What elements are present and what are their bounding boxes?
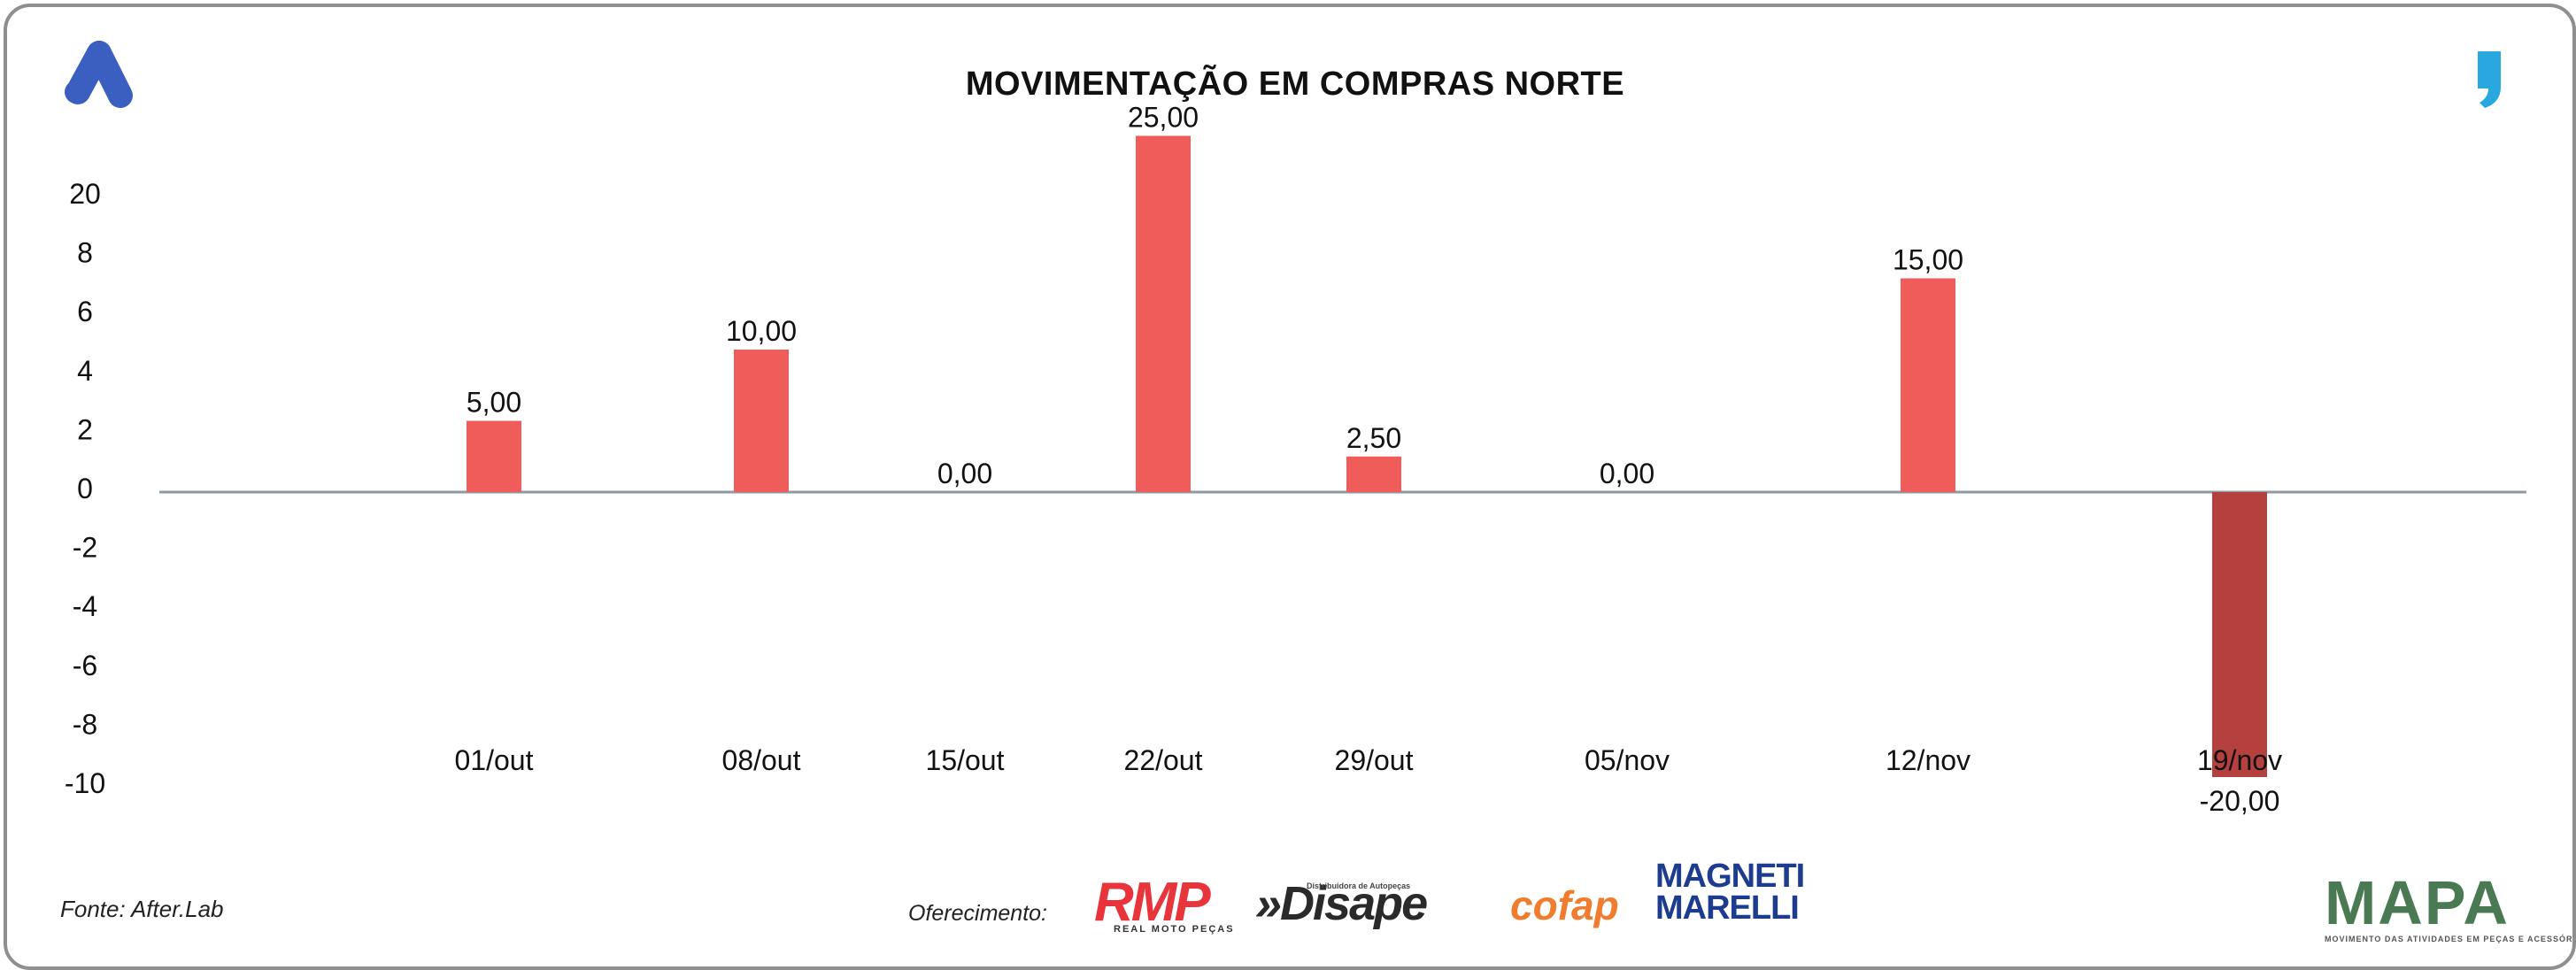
x-tick-label: 15/out	[926, 744, 1005, 776]
bar-22-out	[1136, 135, 1191, 492]
data-label: 2,50	[1346, 422, 1401, 454]
quote-mark-icon	[2478, 51, 2501, 108]
x-tick-label: 01/out	[455, 744, 534, 776]
x-tick-label: 05/nov	[1585, 744, 1670, 776]
data-label: 10,00	[726, 315, 797, 347]
y-tick-label: 2	[77, 413, 93, 445]
x-tick-label: 19/nov	[2197, 744, 2282, 776]
bar-19-nov	[2212, 492, 2267, 777]
x-tick-label: 12/nov	[1886, 744, 1971, 776]
x-tick-label: 08/out	[722, 744, 801, 776]
disape-logo-tagline: Distribuidora de Autopeças	[1307, 881, 1411, 890]
after-lab-logo-icon	[65, 41, 133, 108]
x-tick-label: 29/out	[1335, 744, 1414, 776]
bar-29-out	[1346, 456, 1401, 492]
disape-logo: »Disape	[1255, 877, 1428, 930]
y-tick-label: -8	[73, 708, 97, 740]
mapa-logo: MAPA	[2325, 868, 2510, 937]
magneti-text: MAGNETI	[1655, 858, 1805, 895]
chart-canvas: 2086420-2-4-6-8-105,0001/out10,0008/out0…	[65, 41, 2526, 817]
data-label: 5,00	[467, 387, 521, 419]
marelli-text: MARELLI	[1655, 889, 1800, 927]
y-tick-label: -2	[73, 532, 97, 564]
source-note: Fonte: After.Lab	[60, 896, 224, 922]
y-tick-label: -4	[73, 590, 97, 622]
y-tick-label: 0	[77, 473, 93, 504]
mapa-logo-tagline: MOVIMENTO DAS ATIVIDADES EM PEÇAS E ACES…	[2325, 935, 2576, 943]
page-title: MOVIMENTAÇÃO EM COMPRAS NORTE	[965, 65, 1625, 103]
bar-12-nov	[1901, 278, 1955, 492]
cofap-logo: cofap	[1510, 882, 1619, 928]
magneti-marelli-logo: MAGNETI MARELLI	[1655, 858, 1805, 927]
y-tick-label: 6	[77, 296, 93, 327]
rmp-logo: RMP	[1094, 872, 1211, 933]
bar-01-out	[467, 420, 521, 492]
chart-frame: 20 8 6 4 2 0 -2 -4 -6 -8 -10 5,00 01/out 10,00 08/out 0…	[4, 4, 2576, 970]
x-tick-label: 22/out	[1124, 744, 1203, 776]
y-tick-label: 20	[69, 178, 101, 210]
sponsor-label: Oferecimento:	[908, 901, 1048, 926]
data-label: 15,00	[1893, 244, 1963, 276]
bar-08-out	[734, 350, 789, 492]
y-tick-label: 8	[77, 237, 93, 269]
y-tick-label: 4	[77, 355, 93, 387]
rmp-logo-tagline: REAL MOTO PEÇAS	[1114, 924, 1235, 935]
data-label: 25,00	[1128, 102, 1199, 134]
y-tick-label: -10	[65, 767, 105, 799]
data-label: 0,00	[1600, 458, 1654, 489]
data-label: 0,00	[937, 458, 992, 489]
data-label: -20,00	[2200, 785, 2280, 817]
y-tick-label: -6	[73, 650, 97, 681]
